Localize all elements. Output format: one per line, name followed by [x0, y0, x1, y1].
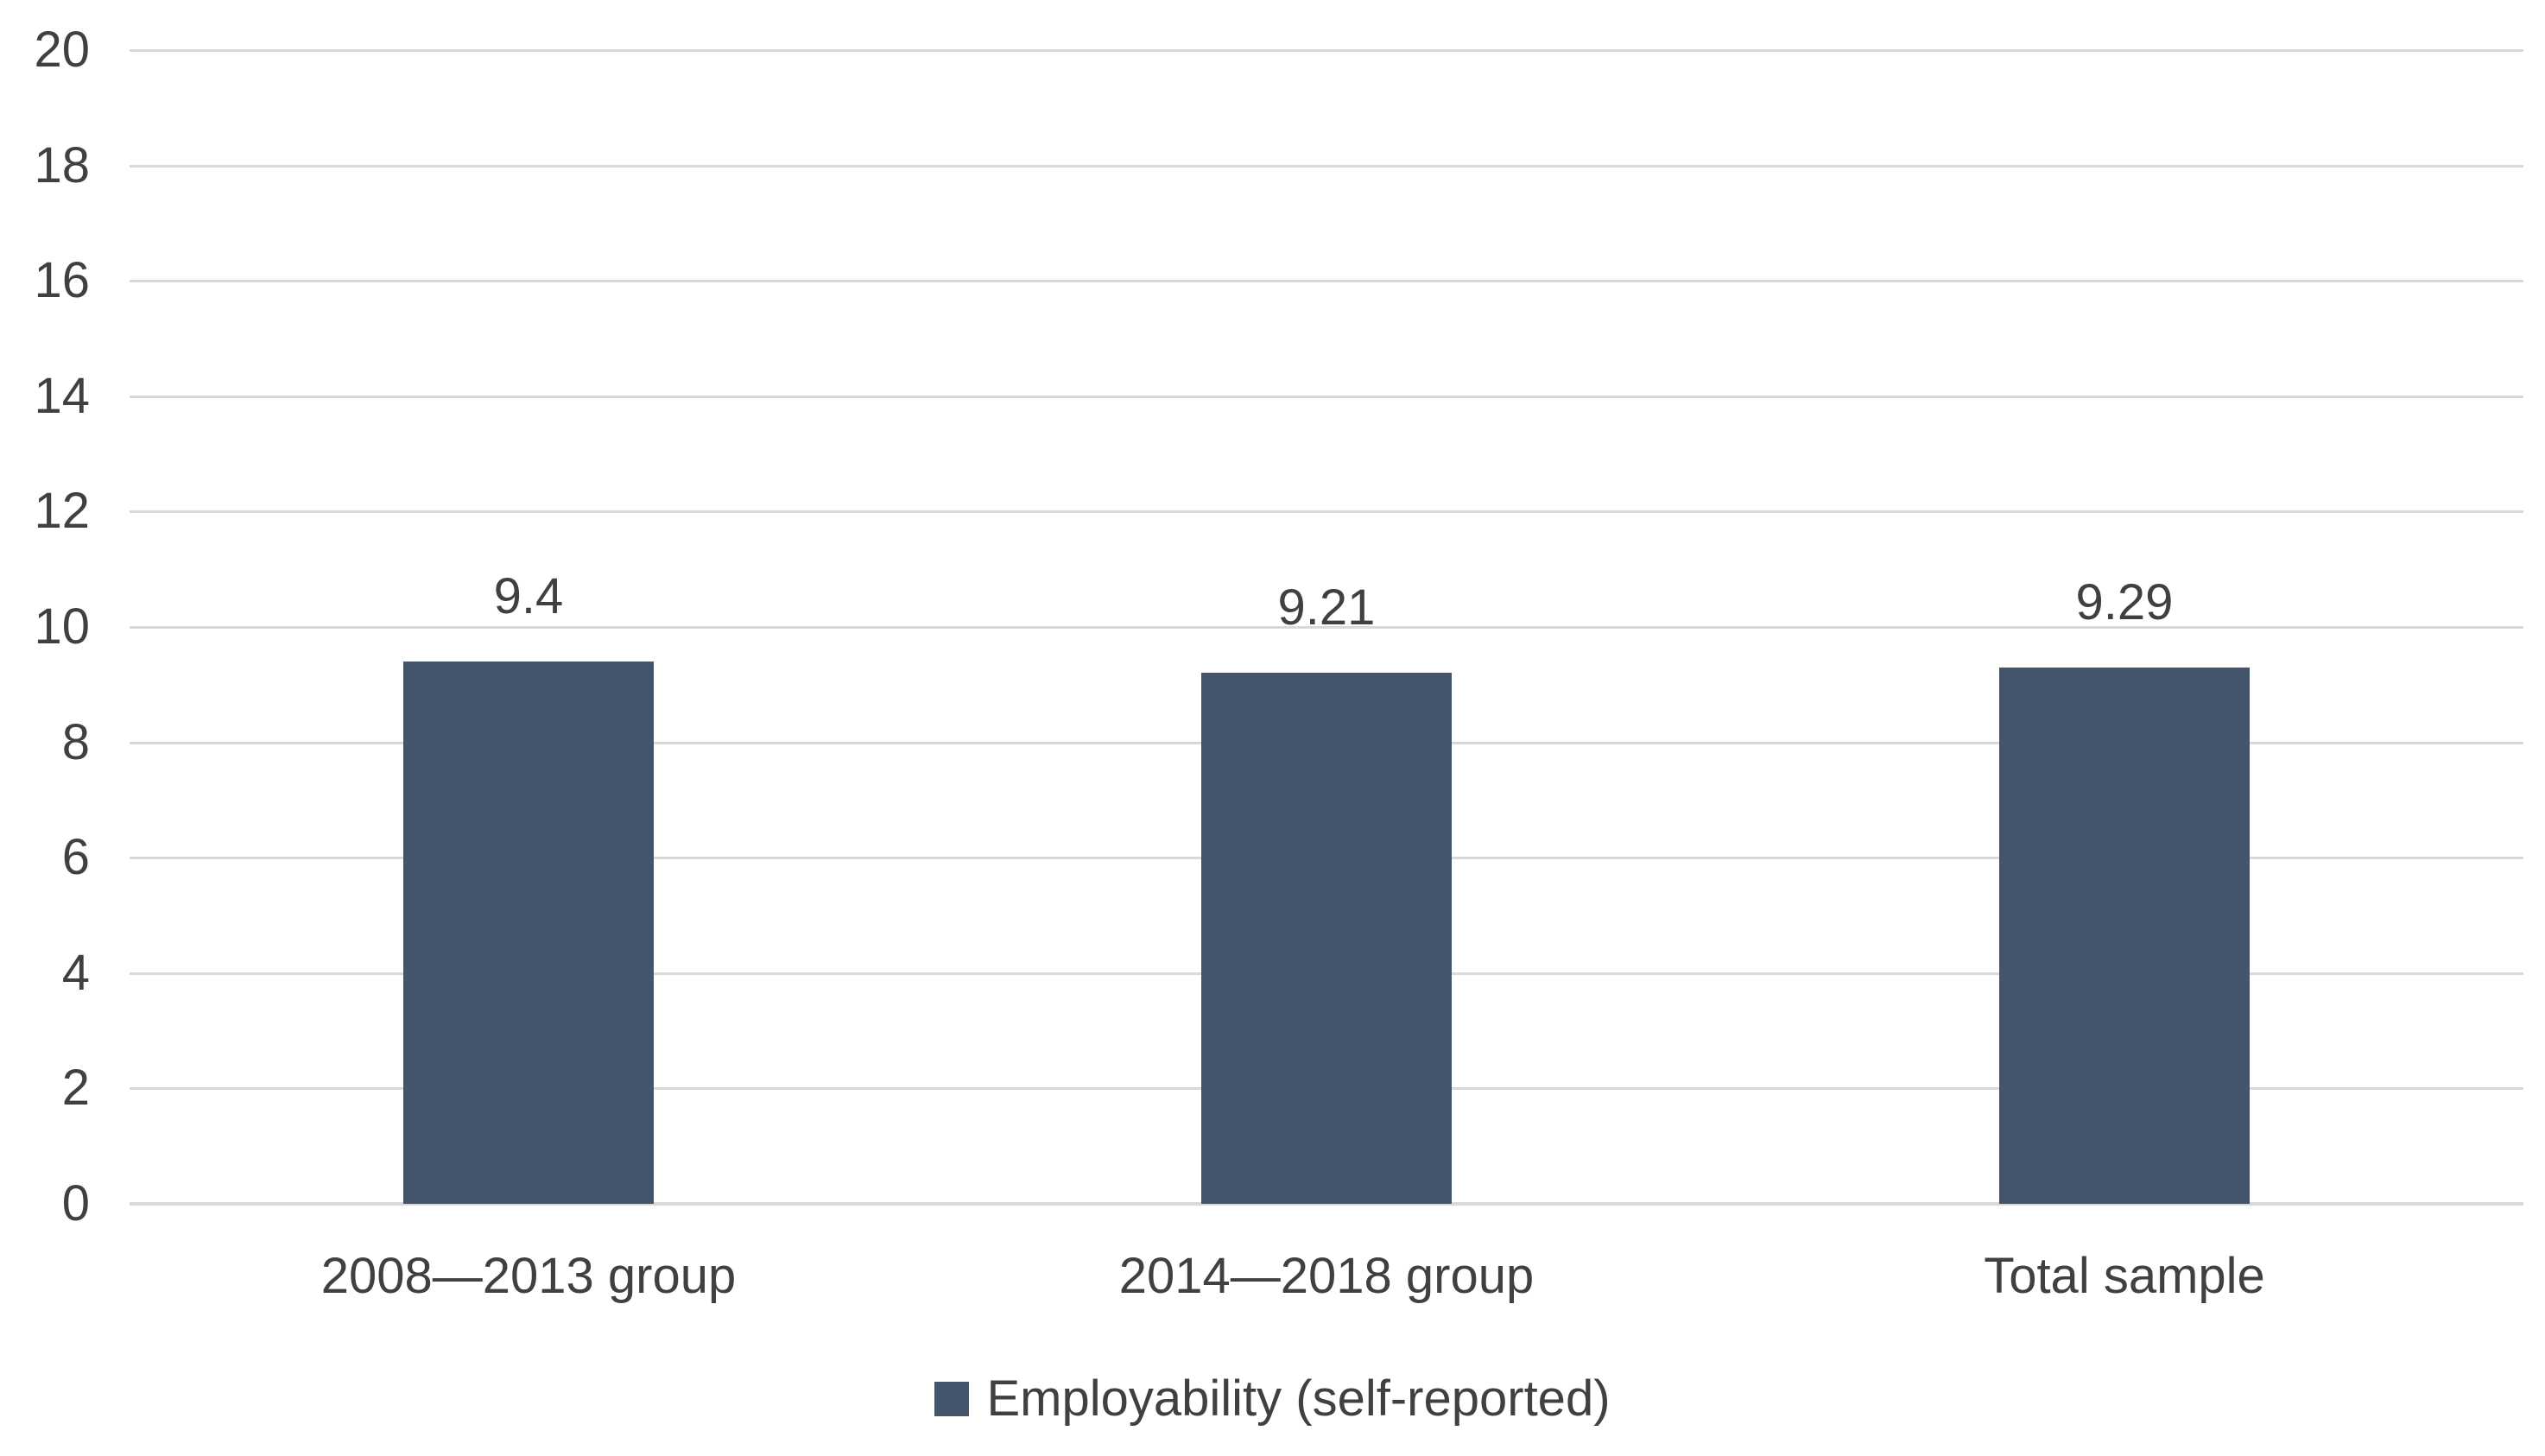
y-axis-tick-label: 16	[34, 252, 90, 309]
y-axis-tick-label: 12	[34, 483, 90, 540]
bar	[1999, 668, 2250, 1204]
x-axis-category-label: 2008—2013 group	[320, 1248, 737, 1304]
y-axis-tick-label: 2	[61, 1060, 90, 1117]
y-axis-tick-label: 8	[61, 713, 90, 770]
gridline	[130, 626, 2523, 629]
y-axis-tick-label: 14	[34, 367, 90, 424]
bar-value-label: 9.21	[1277, 579, 1376, 636]
x-axis-line	[130, 1202, 2523, 1206]
y-axis-tick-label: 20	[34, 22, 90, 78]
gridline	[130, 280, 2523, 283]
x-axis-category-label: Total sample	[1984, 1248, 2265, 1304]
gridline	[130, 510, 2523, 514]
gridline	[130, 395, 2523, 398]
gridline	[130, 49, 2523, 52]
legend: Employability (self-reported)	[0, 1371, 2545, 1427]
y-axis-tick-label: 4	[61, 944, 90, 1001]
x-axis-category-label: 2014—2018 group	[1118, 1248, 1535, 1304]
y-axis-tick-label: 6	[61, 829, 90, 886]
bar	[1201, 673, 1452, 1204]
y-axis-tick-label: 18	[34, 136, 90, 193]
bar-value-label: 9.29	[2075, 574, 2174, 630]
legend-swatch-icon	[934, 1382, 970, 1416]
y-axis-tick-label: 10	[34, 598, 90, 655]
bar	[403, 662, 654, 1204]
gridline	[130, 164, 2523, 168]
bar-value-label: 9.4	[493, 568, 564, 624]
y-axis-tick-label: 0	[61, 1175, 90, 1231]
legend-label: Employability (self-reported)	[986, 1371, 1611, 1427]
